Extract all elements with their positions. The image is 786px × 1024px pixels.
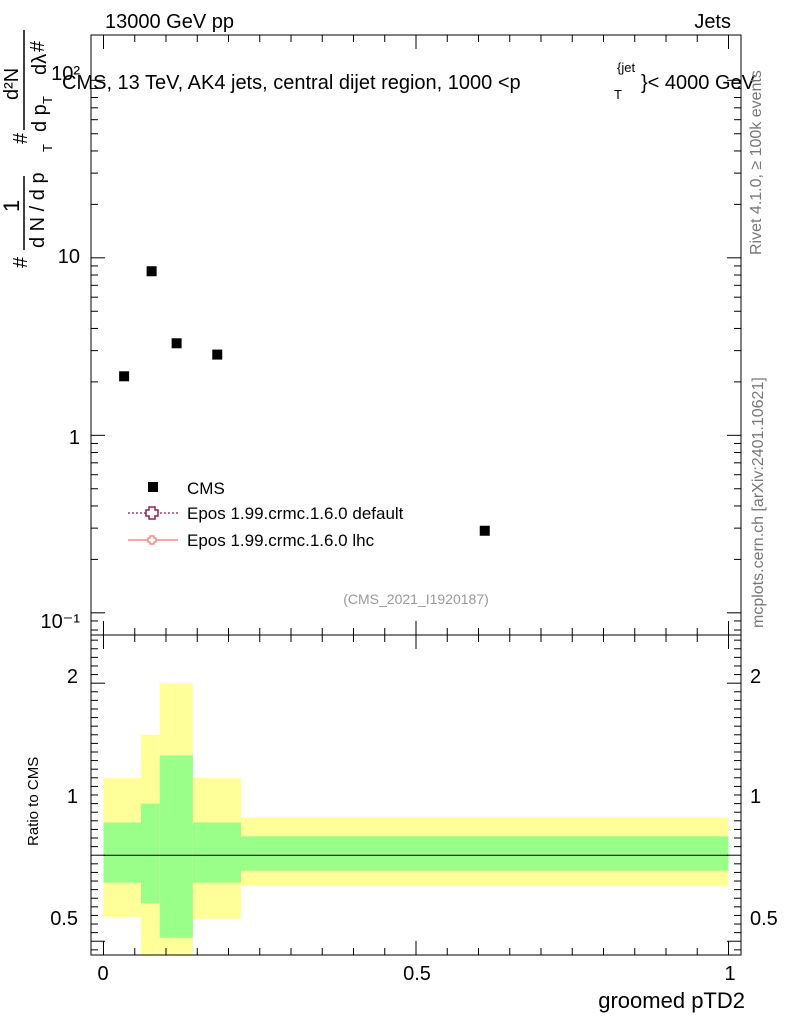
cms-point-4 [479,525,490,536]
legend-marker-cms [148,482,158,492]
mcplots-label: mcplots.cern.ch [arXiv:2401.10621] [750,377,767,628]
x-tick-labels: 0 0.5 1 [97,963,735,985]
xtick-label-1: 1 [724,963,735,985]
ytick-label-100: 10² [51,63,80,85]
ratio-ytick-05-right: 0.5 [750,908,778,930]
plot-title: CMS, 13 TeV, AK4 jets, central dijet reg… [62,60,756,102]
x-axis-label: groomed pTD2 [598,988,745,1013]
ylabel-d2n: d²N [1,68,23,100]
ylabel-hash-3: # [27,40,49,52]
ratio-ytick-2-left: 2 [67,666,78,688]
y-axis-label: # 1 d N / d p T # d²N d p T dλ # [0,30,55,268]
xtick-label-0: 0 [97,963,108,985]
ylabel-t-sub-2: T [40,96,55,104]
legend-label-cms: CMS [187,479,225,498]
ratio-stat-band-0 [103,822,141,883]
legend-label-epos-default: Epos 1.99.crmc.1.6.0 default [187,504,404,523]
cms-data-points [119,266,490,536]
ytick-label-0p1: 10⁻¹ [41,611,81,633]
ylabel-dlambda: dλ [29,54,51,75]
ratio-ytick-2-right: 2 [750,666,761,688]
main-y-tick-labels: 10² 10 1 10⁻¹ [41,63,81,633]
title-sup: {jet [617,60,635,75]
cms-point-3 [212,349,223,360]
ratio-ytick-1-right: 1 [750,786,761,808]
ratio-stat-band-4 [241,836,729,871]
legend-label-epos-lhc: Epos 1.99.crmc.1.6.0 lhc [187,531,375,550]
legend-marker-epos-default [145,506,159,520]
ratio-ytick-05-left: 0.5 [50,908,78,930]
ratio-stat-band-2 [159,755,193,938]
ylabel-hash-1: # [10,256,32,268]
ytick-label-10: 10 [58,246,80,268]
header-left: 13000 GeV pp [105,11,234,33]
ytick-label-1: 1 [69,427,80,449]
rivet-label: Rivet 4.1.0, ≥ 100k events [748,70,765,255]
title-end: }< 4000 GeV [641,72,756,94]
title-main: CMS, 13 TeV, AK4 jets, central dijet reg… [62,72,521,94]
ylabel-t-sub: T [40,144,55,152]
axis-ticks [91,35,741,955]
ratio-stat-band-1 [141,803,160,904]
legend-marker-epos-lhc [147,535,157,545]
analysis-watermark: (CMS_2021_I1920187) [343,591,489,607]
cms-point-1 [146,266,157,277]
ratio-stat-band-3 [192,822,241,883]
title-sub: T [614,87,622,102]
ylabel-dpt: d p [29,104,51,132]
legend: CMS Epos 1.99.crmc.1.6.0 default Epos 1.… [128,479,404,550]
ylabel-one: 1 [0,200,24,212]
ylabel-hash-2: # [10,132,32,144]
ratio-y-tick-labels: 2 1 0.5 2 1 0.5 [50,666,778,930]
header-right: Jets [694,11,731,33]
cms-point-0 [119,371,130,382]
xtick-label-05: 0.5 [403,963,431,985]
ratio-uncertainty-bands [103,683,729,955]
ratio-ylabel: Ratio to CMS [25,757,42,846]
cms-point-2 [171,338,182,349]
ylabel-dn-dpt: d N / d p [27,172,49,248]
ratio-ytick-1-left: 1 [67,786,78,808]
